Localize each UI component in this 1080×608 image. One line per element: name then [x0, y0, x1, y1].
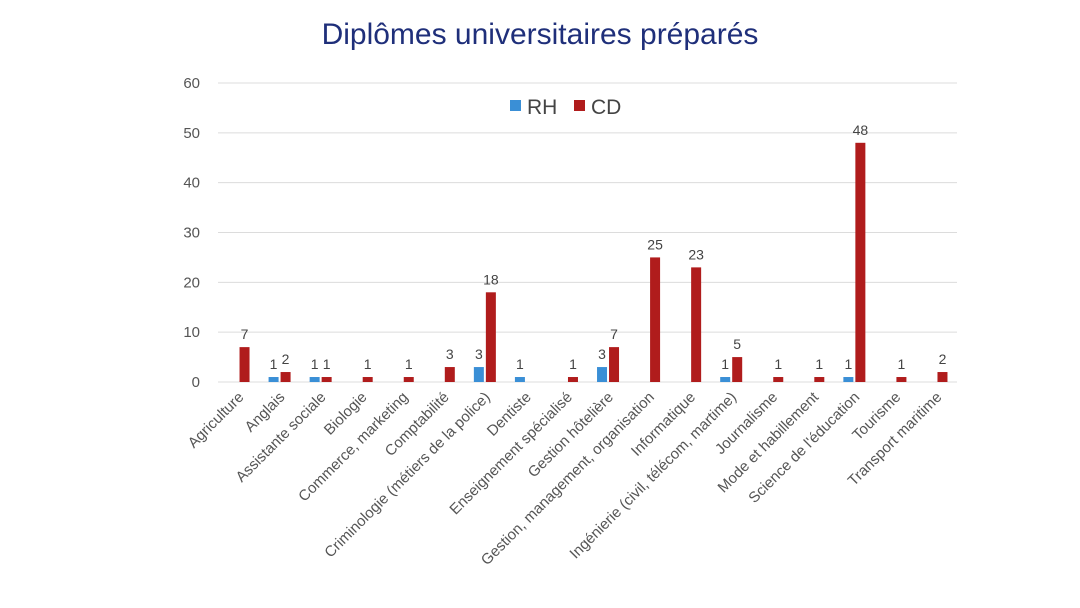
bar-cd: [937, 372, 948, 382]
data-label: 1: [774, 356, 782, 372]
bar-cd: [650, 257, 661, 382]
bar-rh: [720, 377, 731, 382]
bar-rh: [473, 367, 484, 382]
y-tick-label: 30: [183, 225, 200, 242]
bar-cd: [362, 377, 373, 382]
x-tick-label: Agriculture: [185, 389, 248, 452]
bar-cd: [814, 377, 825, 382]
bar-cd: [239, 347, 250, 382]
bar-cd: [403, 377, 414, 382]
data-label: 1: [569, 356, 577, 372]
bar-rh: [514, 377, 525, 382]
data-label: 2: [939, 351, 947, 367]
y-tick-label: 40: [183, 175, 200, 192]
data-label: 1: [364, 356, 372, 372]
data-label: 7: [610, 326, 618, 342]
legend-swatch-rh: [510, 100, 521, 111]
data-label: 25: [647, 236, 663, 252]
bar-cd: [321, 377, 332, 382]
data-label: 18: [483, 271, 499, 287]
chart-title: Diplômes universitaires préparés: [321, 18, 759, 51]
data-label: 1: [323, 356, 331, 372]
data-label: 1: [516, 356, 524, 372]
bar-cd: [896, 377, 907, 382]
y-tick-label: 60: [183, 75, 200, 92]
bar-cd: [773, 377, 784, 382]
bar-rh: [597, 367, 608, 382]
data-label: 5: [733, 336, 741, 352]
legend-label-rh: RH: [527, 96, 557, 119]
data-label: 1: [844, 356, 852, 372]
data-label: 1: [815, 356, 823, 372]
bar-cd: [567, 377, 578, 382]
bar-cd: [691, 267, 702, 382]
bar-rh: [843, 377, 854, 382]
data-label: 1: [405, 356, 413, 372]
data-label: 1: [898, 356, 906, 372]
data-label: 3: [598, 346, 606, 362]
bar-cd: [485, 292, 496, 382]
legend-label-cd: CD: [591, 96, 621, 119]
y-tick-label: 50: [183, 125, 200, 142]
data-label: 48: [853, 122, 869, 138]
bar-cd: [444, 367, 455, 382]
data-label: 1: [270, 356, 278, 372]
bar-rh: [268, 377, 279, 382]
data-label: 1: [311, 356, 319, 372]
data-label: 3: [446, 346, 454, 362]
bar-cd: [609, 347, 620, 382]
y-tick-label: 10: [183, 324, 200, 341]
bar-cd: [280, 372, 291, 382]
data-label: 2: [282, 351, 290, 367]
data-label: 1: [721, 356, 729, 372]
y-tick-label: 20: [183, 274, 200, 291]
y-tick-label: 0: [192, 374, 200, 391]
bar-cd: [855, 142, 866, 382]
data-label: 23: [688, 246, 704, 262]
data-label: 7: [241, 326, 249, 342]
bar-cd: [732, 357, 743, 382]
data-label: 3: [475, 346, 483, 362]
legend-swatch-cd: [574, 100, 585, 111]
bar-rh: [309, 377, 320, 382]
